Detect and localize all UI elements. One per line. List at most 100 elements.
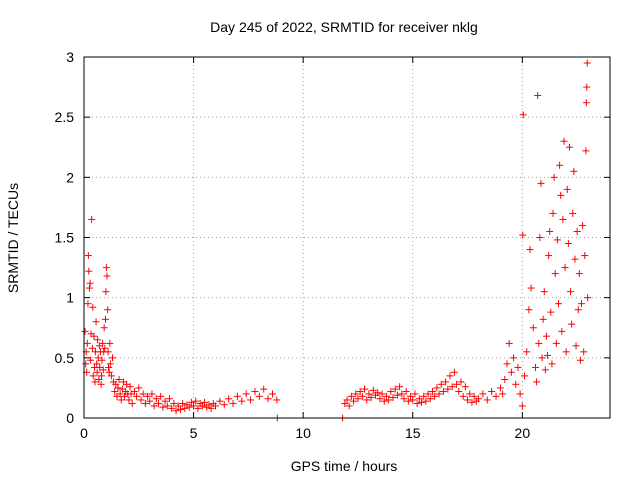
chart-title: Day 245 of 2022, SRMTID for receiver nkl… — [210, 19, 478, 35]
data-point — [133, 392, 141, 400]
data-point — [107, 372, 115, 380]
data-point — [92, 318, 100, 326]
data-point — [582, 99, 590, 107]
data-point — [85, 267, 93, 275]
data-point — [583, 83, 591, 91]
data-point — [161, 397, 169, 405]
data-point — [81, 327, 89, 335]
data-point — [567, 288, 575, 296]
data-point — [358, 392, 366, 400]
data-point — [455, 388, 463, 396]
data-point — [345, 402, 353, 410]
data-point — [556, 161, 564, 169]
data-point — [531, 363, 539, 371]
data-point — [400, 395, 408, 403]
data-point — [194, 404, 202, 412]
data-point — [187, 398, 195, 406]
data-point — [102, 264, 110, 272]
data-point — [411, 390, 419, 398]
data-point — [431, 392, 439, 400]
data-point — [181, 404, 189, 412]
data-point — [424, 390, 432, 398]
data-point — [505, 339, 513, 347]
data-point — [168, 404, 176, 412]
plot-frame — [83, 56, 611, 419]
data-point — [551, 270, 559, 278]
data-point — [483, 396, 491, 404]
data-point — [100, 324, 108, 332]
data-point — [538, 354, 546, 362]
data-point — [475, 395, 482, 403]
data-point — [128, 400, 136, 408]
data-point — [535, 339, 543, 347]
data-point — [93, 368, 101, 376]
data-point — [159, 403, 167, 411]
data-point — [459, 392, 467, 400]
data-point — [561, 264, 569, 272]
data-point — [229, 400, 237, 408]
data-point — [418, 398, 426, 406]
data-point — [559, 215, 567, 223]
data-point — [534, 92, 542, 100]
y-tick-label: 1.5 — [55, 230, 75, 246]
data-point — [527, 284, 535, 292]
data-point — [192, 397, 200, 405]
data-point — [157, 392, 165, 400]
data-point — [582, 147, 590, 155]
data-point — [86, 279, 94, 287]
data-point — [83, 339, 91, 347]
data-point — [251, 388, 259, 396]
data-point — [549, 209, 557, 217]
data-point — [404, 397, 412, 405]
data-point — [205, 401, 213, 409]
data-point — [343, 396, 351, 404]
y-axis-label: SRMTID / TECUs — [5, 183, 21, 293]
data-point — [575, 270, 583, 278]
data-point — [569, 209, 577, 217]
data-point — [220, 401, 228, 409]
data-point — [571, 255, 579, 263]
data-point — [570, 167, 578, 175]
data-point — [176, 406, 184, 414]
data-point — [148, 390, 156, 398]
data-point — [518, 402, 526, 410]
data-point — [363, 396, 371, 404]
data-point — [533, 378, 541, 386]
data-point — [94, 336, 102, 344]
data-point — [347, 392, 355, 400]
data-point — [521, 372, 529, 380]
data-point — [550, 173, 558, 181]
data-point — [233, 392, 241, 400]
data-point — [516, 390, 524, 398]
data-point — [352, 390, 360, 398]
axis-ticks: 0 5 10 15 20 0 0.5 1 1.5 2 2.5 3 — [55, 49, 610, 441]
data-point — [479, 390, 487, 398]
data-point — [584, 294, 592, 302]
data-point — [207, 404, 215, 412]
data-point — [537, 179, 545, 187]
data-point — [409, 396, 417, 404]
data-points — [81, 59, 592, 422]
data-point — [536, 234, 544, 241]
data-point — [548, 360, 556, 368]
data-point — [446, 372, 454, 380]
data-point — [150, 402, 158, 410]
data-point — [155, 400, 163, 408]
data-point — [105, 363, 113, 371]
x-tick-label: 0 — [80, 425, 88, 441]
data-point — [488, 388, 496, 396]
data-point — [201, 398, 209, 406]
y-tick-label: 2.5 — [55, 109, 75, 125]
data-point — [91, 378, 99, 386]
data-point — [185, 403, 193, 411]
data-point — [102, 288, 110, 296]
y-tick-label: 0.5 — [55, 350, 75, 366]
data-point — [529, 324, 537, 332]
data-point — [526, 246, 534, 254]
data-point — [545, 252, 553, 260]
data-point — [101, 344, 109, 352]
data-point — [139, 390, 147, 398]
data-point — [499, 390, 507, 398]
data-point — [415, 395, 423, 403]
